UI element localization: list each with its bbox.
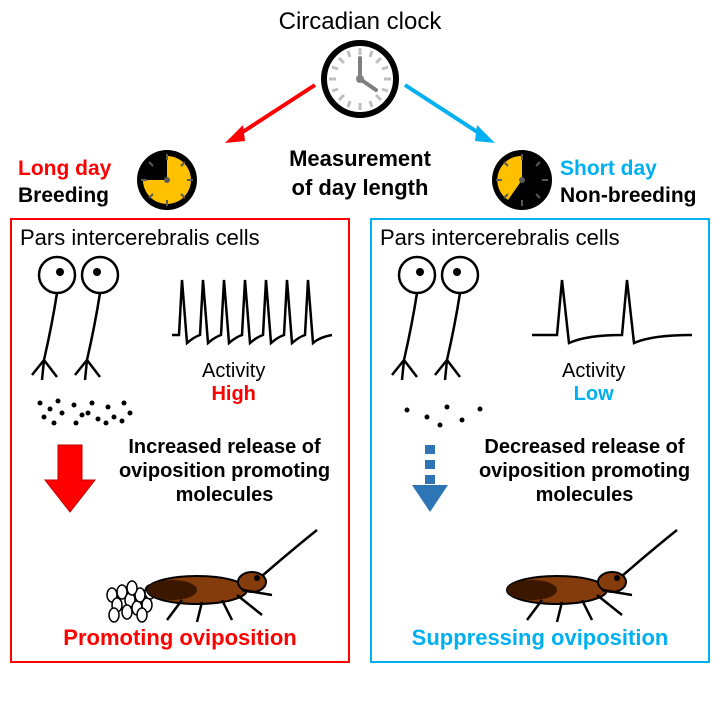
- middle-line1: Measurement: [289, 146, 431, 171]
- right-activity-level: Low: [574, 383, 614, 405]
- middle-label: Measurement of day length: [289, 145, 431, 202]
- right-spikes-icon: [527, 275, 702, 355]
- middle-line2: of day length: [292, 175, 429, 200]
- right-dots-icon: [392, 395, 502, 440]
- left-activity-label: Activity High: [202, 360, 265, 406]
- right-panel: Pars intercerebralis cells Activity Low …: [370, 218, 710, 663]
- diagram-title: Circadian clock: [279, 8, 442, 36]
- left-day-label: Long day Breeding: [18, 155, 111, 210]
- right-cells-icon: [382, 255, 502, 400]
- left-cells-icon: [22, 255, 142, 400]
- main-clock-icon: [321, 40, 399, 123]
- left-big-arrow-icon: [40, 440, 100, 520]
- long-day-text: Long day: [18, 157, 111, 180]
- right-bug-icon: [462, 520, 692, 635]
- left-panel-title: Pars intercerebralis cells: [20, 225, 348, 251]
- left-dots-icon: [32, 395, 142, 440]
- right-mini-clock-icon: [490, 148, 554, 217]
- left-spikes-icon: [167, 275, 342, 355]
- right-activity-word: Activity: [562, 360, 625, 382]
- right-activity-label: Activity Low: [562, 360, 625, 406]
- left-bug-icon: [102, 520, 332, 635]
- left-mini-clock-icon: [135, 148, 199, 217]
- right-release-text: Decreased release of oviposition promoti…: [467, 435, 702, 507]
- left-bottom-text: Promoting oviposition: [12, 625, 348, 651]
- short-day-text: Short day: [560, 157, 657, 180]
- left-panel: Pars intercerebralis cells Activity High…: [10, 218, 350, 663]
- left-activity-word: Activity: [202, 360, 265, 382]
- right-bottom-text: Suppressing oviposition: [372, 625, 708, 651]
- right-dashed-arrow-icon: [400, 440, 460, 520]
- right-day-label: Short day Non-breeding: [560, 155, 697, 210]
- left-activity-level: High: [211, 383, 255, 405]
- left-release-text: Increased release of oviposition promoti…: [107, 435, 342, 507]
- nonbreeding-text: Non-breeding: [560, 184, 697, 207]
- right-panel-title: Pars intercerebralis cells: [380, 225, 708, 251]
- breeding-text: Breeding: [18, 184, 109, 207]
